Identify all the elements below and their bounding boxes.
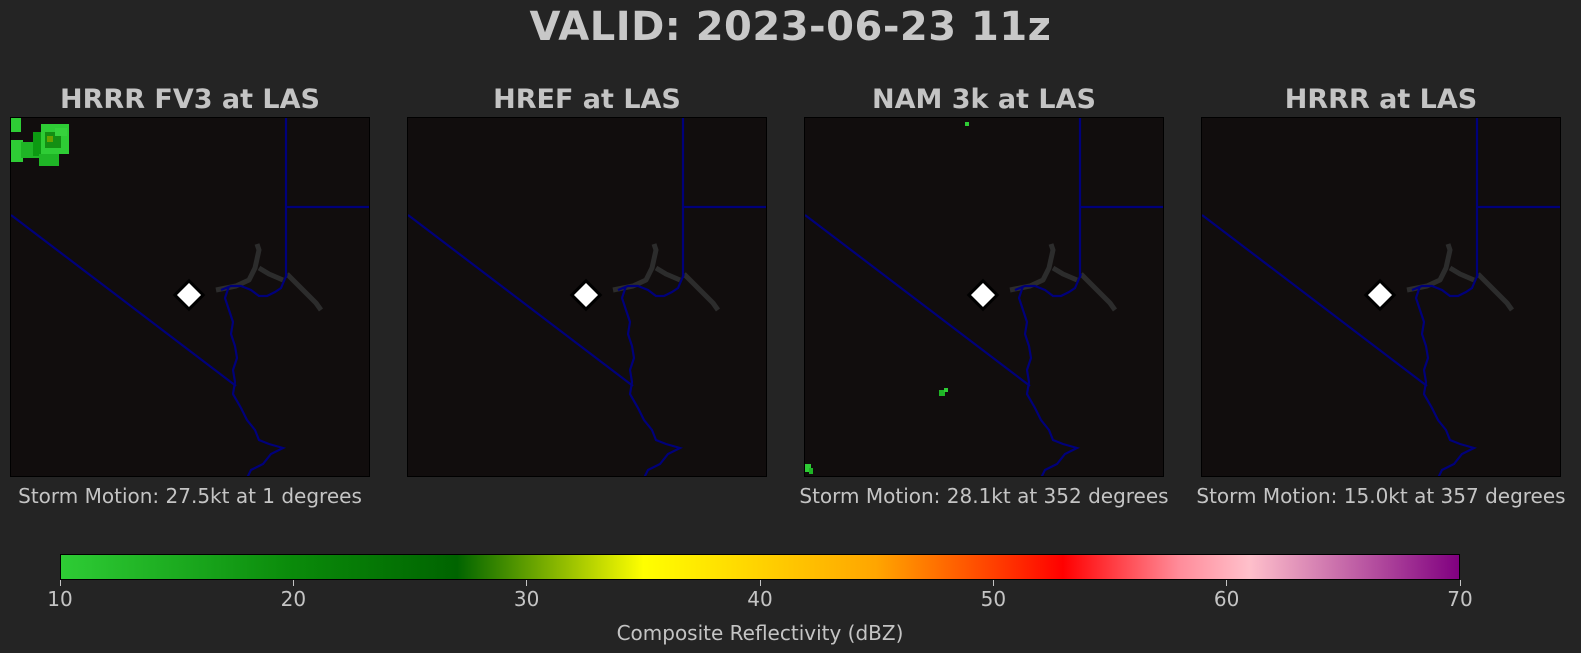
colorbar-label: Composite Reflectivity (dBZ) [616,621,904,645]
panel-title-href: HREF at LAS [493,84,681,115]
colorbar-tick-mark [992,580,994,586]
map-href [407,117,767,477]
colorbar-tick-mark [1226,580,1228,586]
colorbar-tick-label: 60 [1213,587,1240,611]
storm-motion-nam-3k: Storm Motion: 28.1kt at 352 degrees [799,484,1169,508]
map-layer [408,118,766,476]
diamond-icon [1363,278,1397,312]
panel-title-hrrr-fv3: HRRR FV3 at LAS [60,84,320,115]
colorbar-tick-mark [526,580,528,586]
colorbar-tick-label: 30 [513,587,540,611]
boundary-lines [11,118,369,476]
water-features [1406,243,1515,312]
diamond-icon [172,278,206,312]
colorbar-tick-label: 10 [47,587,73,611]
boundary-lines [1202,118,1560,476]
diamond-icon [966,278,1000,312]
panel-title-hrrr: HRRR at LAS [1284,84,1478,115]
panel-title-nam-3k: NAM 3k at LAS [872,84,1096,115]
reflectivity-echoes [805,122,969,474]
map-layer [11,118,369,476]
colorbar-tick-label: 20 [280,587,307,611]
map-hrrr [1201,117,1561,477]
map-layer [1202,118,1560,476]
colorbar-tick-mark [1459,580,1461,586]
water-features [1009,243,1118,312]
diamond-icon [569,278,603,312]
storm-motion-hrrr-fv3: Storm Motion: 27.5kt at 1 degrees [18,484,362,508]
water-features [612,243,721,312]
colorbar-tick-mark [759,580,761,586]
colorbar-tick-label: 40 [747,587,773,611]
water-features [215,243,324,312]
map-hrrr-fv3 [10,117,370,477]
boundary-lines [408,118,766,476]
reflectivity-echoes [11,118,69,166]
colorbar [60,554,1460,580]
map-nam-3k [804,117,1164,477]
page-title: VALID: 2023-06-23 11z [529,4,1052,50]
colorbar-tick-label: 70 [1447,587,1473,611]
map-layer [805,118,1163,476]
colorbar-tick-label: 50 [980,587,1007,611]
colorbar-tick-mark [292,580,294,586]
storm-motion-hrrr: Storm Motion: 15.0kt at 357 degrees [1196,484,1566,508]
boundary-lines [805,118,1163,476]
colorbar-tick-mark [59,580,61,586]
